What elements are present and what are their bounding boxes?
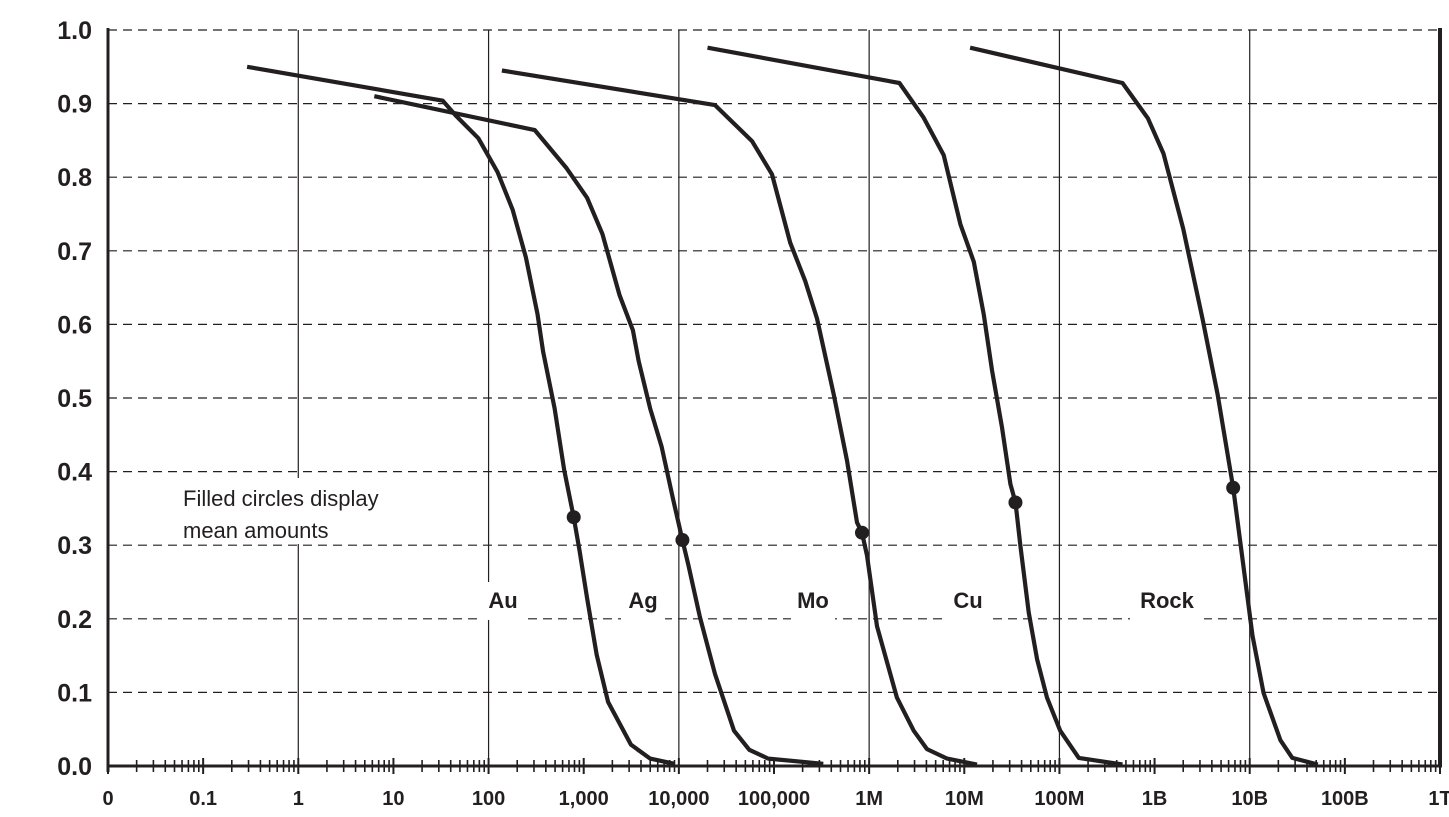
y-tick-label: 0.6 xyxy=(57,311,92,339)
grid xyxy=(108,29,1440,766)
series-label-background xyxy=(791,582,835,620)
annotation: Filled circles display mean amounts xyxy=(176,478,448,544)
y-tick-label: 0.5 xyxy=(57,385,92,413)
y-tick-label: 0.1 xyxy=(57,679,92,707)
series-label-background xyxy=(481,582,525,620)
annotation-line-2: mean amounts xyxy=(183,518,329,543)
series-line-ag xyxy=(373,94,824,766)
series-line-au xyxy=(246,64,675,766)
series-line-rock xyxy=(969,45,1319,767)
y-tick-label: 0.9 xyxy=(57,91,92,119)
y-tick-label: 0.7 xyxy=(57,238,92,266)
series-labels: Au Ag Mo Cu Rock xyxy=(481,582,1204,620)
x-tick-label: 10 xyxy=(382,788,404,810)
y-tick-label: 0.3 xyxy=(57,532,92,560)
x-tick-label: 1M xyxy=(855,788,883,810)
x-tick-label: 100B xyxy=(1321,788,1369,810)
mean-point-rock xyxy=(1226,480,1241,495)
x-tick-label: 10M xyxy=(945,788,984,810)
x-tick-label: 100 xyxy=(472,788,505,810)
x-tick-label: 0.1 xyxy=(189,788,217,810)
annotation-background xyxy=(176,478,448,544)
series-label-background xyxy=(1130,582,1204,620)
x-tick-label: 100,000 xyxy=(738,788,810,810)
series-label-au: Au xyxy=(488,588,517,613)
tick-labels: 0.0 0.1 0.2 0.3 0.4 0.5 0.6 0.7 0.8 0.9 1.0 0 0.1 1 10… xyxy=(57,17,1449,810)
y-tick-label: 1.0 xyxy=(57,17,92,45)
series-label-ag: Ag xyxy=(628,588,657,613)
series-line-cu xyxy=(707,45,1123,767)
y-tick-label: 0.0 xyxy=(57,753,92,781)
x-tick-label: 1,000 xyxy=(559,788,609,810)
mean-point-ag xyxy=(675,533,690,548)
y-tick-label: 0.2 xyxy=(57,606,92,634)
mean-point-au xyxy=(566,510,581,525)
series-label-cu: Cu xyxy=(953,588,982,613)
x-tick-label: 100M xyxy=(1034,788,1084,810)
series-label-background xyxy=(946,582,990,620)
x-tick-label: 1B xyxy=(1142,788,1168,810)
series-label-background xyxy=(621,582,665,620)
mean-point-cu xyxy=(1008,495,1023,510)
annotation-line-1: Filled circles display xyxy=(183,486,379,511)
mean-point-mo xyxy=(854,525,869,540)
x-tick-label: 10B xyxy=(1231,788,1268,810)
series-line-mo xyxy=(501,68,978,767)
x-tick-label: 0 xyxy=(102,788,113,810)
series xyxy=(246,45,1319,767)
x-tick-label: 10,000 xyxy=(648,788,709,810)
axes xyxy=(106,28,1442,774)
x-tick-label: 1 xyxy=(293,788,304,810)
y-tick-label: 0.8 xyxy=(57,164,92,192)
series-label-rock: Rock xyxy=(1140,588,1195,613)
y-tick-label: 0.4 xyxy=(57,459,92,487)
x-tick-label: 1T xyxy=(1428,788,1449,810)
series-label-mo: Mo xyxy=(797,588,829,613)
